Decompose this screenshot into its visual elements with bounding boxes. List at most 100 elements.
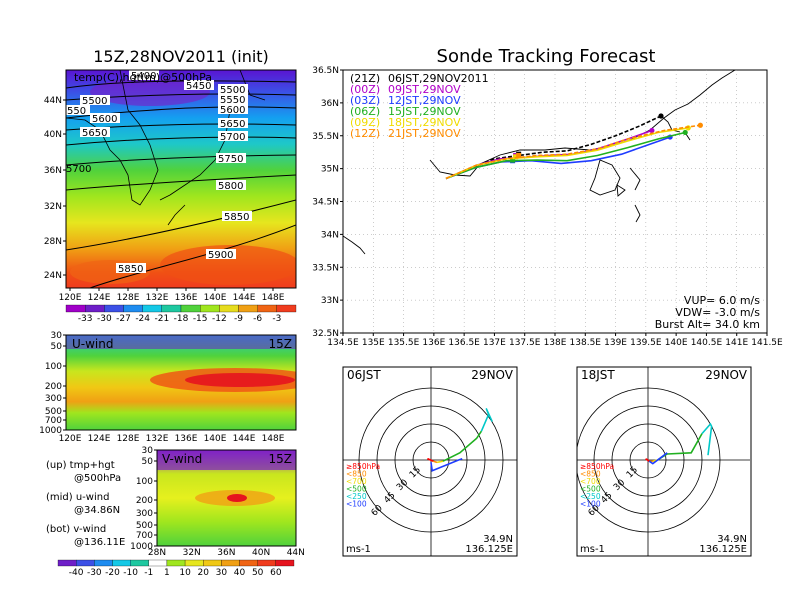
contour-label: 5750 [218, 154, 243, 165]
hodograph-segment-4 [701, 422, 713, 456]
track-lat-label: 34N [321, 230, 339, 240]
burst-marker-1 [649, 127, 655, 134]
temp-colorbar-label: -3 [272, 314, 281, 324]
hodograph-segment-0 [645, 458, 650, 462]
hodograph-date: 29NOV [471, 368, 513, 382]
hodograph-lat: 34.9N [717, 534, 747, 545]
wind-colorbar-swatch [203, 559, 222, 567]
tracking-lat-ticks: 36.5N 36N 35.5N 35N 34.5N 34N 33.5N 33N 32.5N [312, 66, 343, 339]
u-level-label: 1000 [39, 426, 62, 436]
temp-colorbar-label: -33 [78, 314, 93, 324]
contour-label: 5650 [220, 119, 245, 130]
temp-colorbar-label: -30 [97, 314, 112, 324]
hodograph-trace [645, 422, 713, 465]
level-legend-4: <250 [346, 492, 367, 501]
wind-colorbar-swatch [221, 559, 240, 567]
map-lon-label: 128E [117, 293, 140, 303]
track-lon-label: 139.5E [630, 338, 662, 348]
u-level-label: 100 [45, 362, 62, 372]
map-lat-label: 36N [44, 166, 62, 176]
param-vdw: VDW= -3.0 m/s [675, 306, 760, 319]
level-legend-3: <500 [346, 485, 367, 494]
note-bot-line1: (bot) v-wind [46, 524, 106, 535]
hodograph-segment-1 [433, 460, 438, 464]
track-lat-label: 35.5N [312, 132, 339, 142]
track-lon-label: 141.5E [751, 338, 783, 348]
u-level-label: 300 [45, 394, 62, 404]
sonde-track-5 [445, 124, 701, 180]
contour-label: 5500 [220, 85, 245, 96]
level-legend-1: <850 [580, 470, 601, 479]
u-level-label: 200 [45, 382, 62, 392]
hodograph-frame [576, 366, 752, 557]
track-lon-label: 139E [604, 338, 627, 348]
u-lon-label: 124E [88, 434, 111, 444]
temp-colorbar-label: -27 [116, 314, 131, 324]
wind-colorbar-swatch [184, 559, 204, 567]
v-lat-label: 36N [217, 548, 235, 558]
hodograph-segment-2 [436, 460, 444, 464]
legend-code-5: (12Z) [350, 127, 380, 140]
hodograph-lat: 34.9N [483, 534, 513, 545]
wind-colorbar-swatch [166, 559, 186, 567]
map-frame [65, 69, 297, 289]
v-level-label: 30 [142, 446, 154, 456]
note-mid-line2: @34.86N [74, 505, 120, 516]
level-legend-5: <100 [580, 500, 601, 509]
u-level-label: 30 [51, 331, 63, 341]
map-lon-label: 136E [175, 293, 198, 303]
hodograph-date: 29NOV [705, 368, 747, 382]
temp-colorbar-swatch [123, 304, 143, 313]
legend-code-0: (21Z) [350, 72, 380, 85]
tracking-legend: (21Z) 06JST,29NOV2011 (00Z) 09JST,29NOV (03Z… [350, 72, 489, 140]
u-level-label: 700 [45, 416, 62, 426]
contour-label: 5900 [208, 250, 233, 261]
hodograph-unit: ms-1 [346, 544, 371, 555]
level-legend-4: <250 [580, 492, 601, 501]
u-level-label: 500 [45, 407, 62, 417]
wind-colorbar-swatch [112, 559, 131, 567]
temp-colorbar-swatch [200, 304, 220, 313]
wind-colorbar-label: -10 [123, 568, 138, 578]
map-lon-label: 148E [262, 293, 285, 303]
contour-label: 5450 [186, 81, 211, 92]
param-burst: Burst Alt= 34.0 km [655, 318, 760, 331]
note-up-line1: (up) tmp+hgt [46, 460, 115, 471]
map-lat-label: 24N [44, 271, 62, 281]
hodograph-lon: 136.125E [465, 544, 513, 555]
map-lat-label: 44N [44, 96, 62, 106]
v-wind-lat-ticks: 28N 32N 36N 40N 44N [148, 548, 305, 558]
u-lon-label: 144E [233, 434, 256, 444]
u-lon-label: 136E [175, 434, 198, 444]
contour-label: 550 [67, 106, 86, 117]
sonde-track-3 [445, 131, 686, 180]
burst-marker-0 [658, 113, 664, 119]
temperature-colorbar: -33 -30 -27 -24 -21 -18 -15 -12 -9 -6 -3 [65, 304, 297, 324]
contour-label: 5600 [92, 114, 117, 125]
level-legend-0: ≥850hPa [346, 462, 380, 471]
v-lat-label: 32N [183, 548, 201, 558]
level-legend-2: <700 [580, 477, 601, 486]
contour-label: 5850 [118, 264, 143, 275]
temp-colorbar-swatch [276, 304, 297, 313]
v-level-label: 100 [136, 477, 153, 487]
v-level-label: 300 [136, 509, 153, 519]
map-lon-label: 144E [233, 293, 256, 303]
wind-colorbar-label: 40 [234, 568, 246, 578]
temp-colorbar-swatch [257, 304, 277, 313]
level-legend-3: <500 [580, 485, 601, 494]
track-lat-label: 33.5N [312, 263, 339, 273]
u-lon-label: 128E [117, 434, 140, 444]
v-wind-title: V-wind [162, 452, 202, 466]
temp-colorbar-swatch [180, 304, 201, 313]
wind-colorbar-label: -1 [144, 568, 153, 578]
contour-label: 5700 [220, 132, 245, 143]
map-lat-label: 32N [44, 202, 62, 212]
hodograph-segment-5 [648, 452, 668, 465]
v-lat-label: 40N [252, 548, 270, 558]
temp-colorbar-label: -9 [234, 314, 243, 324]
